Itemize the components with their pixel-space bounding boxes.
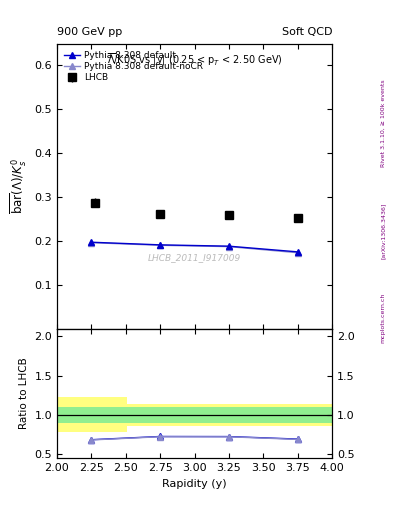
Text: [arXiv:1306.3436]: [arXiv:1306.3436] — [381, 202, 386, 259]
Pythia 8.308 default — [158, 242, 163, 248]
Pythia 8.308 default — [227, 243, 231, 249]
Line: Pythia 8.308 default-noCR: Pythia 8.308 default-noCR — [88, 240, 301, 256]
Pythia 8.308 default-noCR — [158, 242, 163, 248]
Text: $\overline{\Lambda}$/K0S vs |y| (0.25 < p$_{T}$ < 2.50 GeV): $\overline{\Lambda}$/K0S vs |y| (0.25 < … — [107, 52, 283, 69]
Pythia 8.308 default — [295, 249, 300, 255]
Line: Pythia 8.308 default: Pythia 8.308 default — [88, 239, 301, 255]
Pythia 8.308 default-noCR — [89, 240, 94, 246]
Text: Soft QCD: Soft QCD — [282, 27, 332, 37]
Legend: Pythia 8.308 default, Pythia 8.308 default-noCR, LHCB: Pythia 8.308 default, Pythia 8.308 defau… — [61, 47, 207, 86]
Text: mcplots.cern.ch: mcplots.cern.ch — [381, 292, 386, 343]
X-axis label: Rapidity (y): Rapidity (y) — [162, 479, 227, 488]
Text: Rivet 3.1.10, ≥ 100k events: Rivet 3.1.10, ≥ 100k events — [381, 79, 386, 167]
Text: 900 GeV pp: 900 GeV pp — [57, 27, 122, 37]
Pythia 8.308 default — [89, 239, 94, 245]
Y-axis label: Ratio to LHCB: Ratio to LHCB — [19, 357, 29, 430]
Pythia 8.308 default-noCR — [227, 244, 231, 250]
Pythia 8.308 default-noCR — [295, 250, 300, 256]
Text: LHCB_2011_I917009: LHCB_2011_I917009 — [148, 253, 241, 262]
Y-axis label: $\overline{\mathrm{bar}}(\Lambda)/K^0_s$: $\overline{\mathrm{bar}}(\Lambda)/K^0_s$ — [8, 158, 29, 214]
